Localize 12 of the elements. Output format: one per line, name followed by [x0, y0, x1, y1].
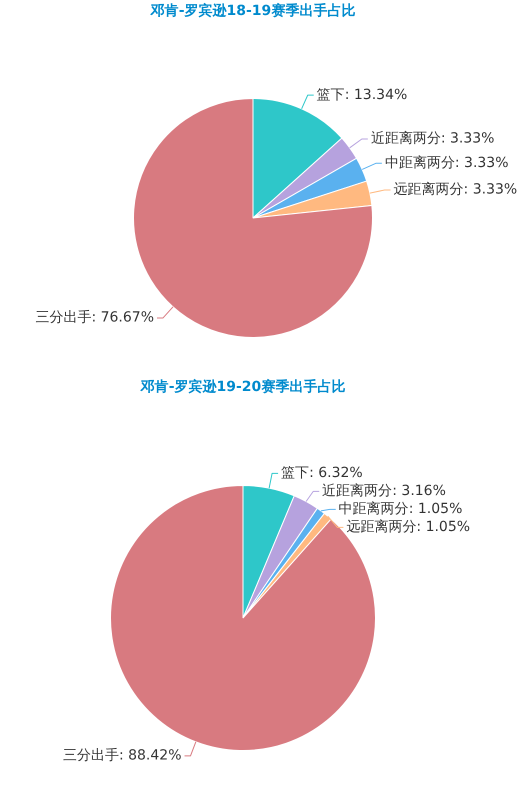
- slice-label: 近距离两分: 3.33%: [370, 130, 494, 147]
- slice-label: 篮下: 6.32%: [281, 465, 363, 482]
- slice-label: 远距离两分: 1.05%: [346, 519, 470, 536]
- slice-label: 中距离两分: 1.05%: [338, 501, 462, 518]
- chart-title: 邓肯-罗宾逊18-19赛季出手占比: [150, 2, 356, 20]
- chart-title: 邓肯-罗宾逊19-20赛季出手占比: [140, 378, 346, 396]
- slice-label: 近距离两分: 3.16%: [322, 483, 446, 500]
- slice-label: 中距离两分: 3.33%: [384, 154, 509, 171]
- slice-label: 三分出手: 88.42%: [62, 747, 182, 764]
- slice-label: 远距离两分: 3.33%: [394, 182, 518, 198]
- slice-label: 三分出手: 76.67%: [35, 310, 154, 326]
- slice-label: 篮下: 13.34%: [316, 86, 408, 103]
